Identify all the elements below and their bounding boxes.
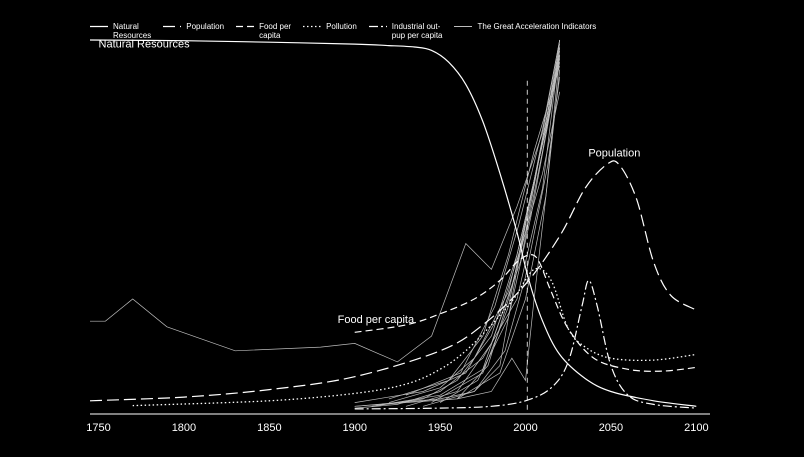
chart-annotations: Natural Resources Population Food per capi… — [99, 38, 641, 326]
legend-label: Industrial out- pup per capita — [391, 22, 443, 40]
x-tick-label: 1800 — [172, 422, 196, 434]
main-series-lines — [89, 39, 697, 410]
x-tick-label: 2100 — [684, 422, 708, 434]
legend-item-food-per-capita: Food per capita — [236, 22, 291, 40]
annotation-food-per-capita: Food per capita — [338, 314, 415, 326]
series-line-population — [89, 160, 697, 402]
annotation-population: Population — [588, 148, 640, 160]
series-line-natural-resources — [89, 39, 697, 407]
legend-swatch — [303, 25, 322, 28]
legend-item-industrial-out-pup-per-capita: Industrial out- pup per capita — [368, 22, 443, 40]
legend-swatch — [368, 25, 387, 28]
series-line-industrial-out-pup-per-capita — [354, 279, 697, 410]
legend: Natural Resources Population Food per capi… — [90, 22, 608, 44]
annotation-natural-resources: Natural Resources — [99, 38, 191, 50]
legend-swatch — [454, 26, 473, 27]
acceleration-indicator-line-15 — [457, 54, 561, 400]
acceleration-indicator-line-10 — [388, 65, 561, 400]
acceleration-indicator-line-12 — [431, 47, 561, 403]
legend-swatch — [236, 25, 255, 28]
acceleration-indicator-line-8 — [354, 69, 561, 407]
acceleration-indicator-line-16 — [354, 54, 561, 407]
legend-swatch — [90, 25, 108, 28]
acceleration-indicator-line-2 — [354, 47, 561, 409]
x-tick-label: 2000 — [513, 422, 537, 434]
legend-label: The Great Acceleration Indicators — [477, 22, 597, 31]
acceleration-indicator-line-1 — [90, 39, 561, 363]
x-tick-label: 1900 — [342, 422, 366, 434]
legend-item-pollution: Pollution — [303, 22, 357, 31]
acceleration-indicator-line-6 — [371, 62, 561, 407]
legend-item-natural-resources: Natural Resources — [90, 22, 151, 40]
series-line-pollution — [132, 267, 697, 407]
legend-label: Pollution — [326, 22, 357, 31]
x-tick-labels: 1750 1800 1850 1900 1950 2000 2050 2100 — [86, 422, 708, 434]
acceleration-indicator-line-4 — [388, 51, 561, 403]
acceleration-indicator-line-7 — [405, 54, 561, 407]
legend-item-population: Population — [163, 22, 224, 31]
legend-label: Natural Resources — [113, 22, 152, 40]
acceleration-indicator-line-9 — [439, 39, 561, 403]
x-tick-label: 2050 — [599, 422, 623, 434]
legend-label: Population — [186, 22, 225, 31]
legend-swatch — [163, 25, 182, 28]
acceleration-indicator-line-14 — [405, 39, 561, 396]
x-tick-label: 1850 — [257, 422, 281, 434]
acceleration-indicator-lines — [90, 39, 561, 409]
acceleration-indicator-line-3 — [371, 58, 561, 407]
x-tick-label: 1750 — [86, 422, 110, 434]
series-line-food-per-capita — [354, 253, 697, 372]
legend-label: Food per capita — [259, 22, 292, 40]
legend-item-the-great-acceleration-indicators: The Great Acceleration Indicators — [454, 22, 596, 31]
acceleration-indicator-line-13 — [456, 91, 561, 400]
x-tick-label: 1950 — [428, 422, 452, 434]
acceleration-indicator-line-11 — [423, 76, 561, 407]
